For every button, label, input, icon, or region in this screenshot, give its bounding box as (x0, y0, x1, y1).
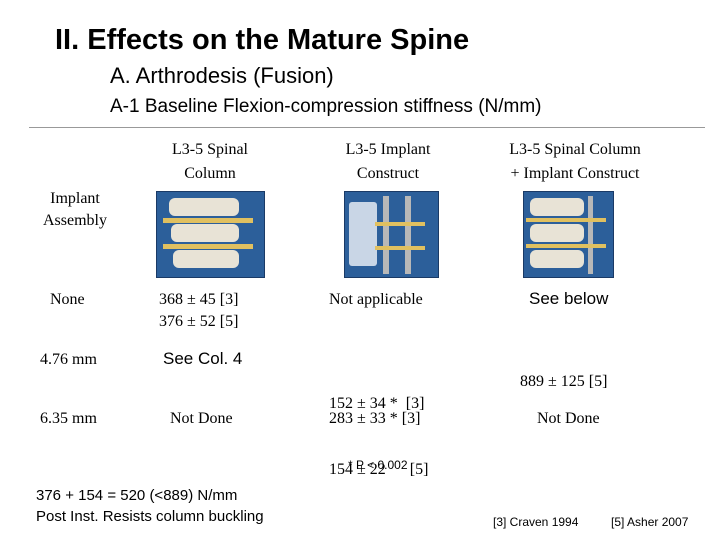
cell-476-implant-line2: 154 ± 22 [5] (329, 461, 429, 478)
reference-asher: [5] Asher 2007 (611, 515, 689, 529)
cell-none-spinal: 368 ± 45 [3] 376 ± 52 [5] (159, 289, 238, 333)
column-header-implant: L3-5 Implant Construct (318, 138, 458, 186)
column-header-combined-line1: L3-5 Spinal Column (509, 141, 641, 158)
row-header-label-line1: Implant (50, 190, 100, 207)
column-header-combined: L3-5 Spinal Column + Implant Construct (480, 138, 670, 186)
subtitle-a1: A-1 Baseline Flexion-compression stiffne… (110, 96, 542, 117)
summary-line-2: Post Inst. Resists column buckling (36, 508, 264, 525)
cell-476-implant: 152 ± 34 * [3] 154 ± 22 [5] (329, 349, 428, 503)
row-label-635: 6.35 mm (40, 410, 97, 427)
row-header-label-line2: Assembly (43, 212, 107, 229)
summary-line-1: 376 + 154 = 520 (<889) N/mm (36, 487, 238, 504)
column-header-combined-line2: + Implant Construct (510, 165, 640, 182)
implant-construct-image (344, 191, 439, 278)
column-header-implant-line2: Construct (356, 165, 420, 182)
reference-craven: [3] Craven 1994 (493, 515, 579, 529)
cell-476-implant-line1: 152 ± 34 * [3] (329, 395, 425, 412)
cell-none-implant: Not applicable (329, 291, 423, 308)
column-header-spinal-line2: Column (184, 165, 236, 182)
column-header-spinal-line1: L3-5 Spinal (172, 141, 248, 158)
cell-635-spinal: Not Done (170, 410, 233, 427)
cell-none-combined: See below (529, 289, 609, 308)
column-header-implant-line1: L3-5 Implant (345, 141, 431, 158)
row-header-label: Implant Assembly (35, 188, 115, 232)
cell-635-combined: Not Done (537, 410, 600, 427)
row-label-476: 4.76 mm (40, 351, 97, 368)
cell-635-implant: 283 ± 33 * [3] (329, 410, 421, 427)
table-top-rule (29, 127, 705, 128)
spinal-column-implant-image (523, 191, 614, 278)
cell-none-spinal-line2: 376 ± 52 [5] (159, 313, 239, 330)
row-label-none: None (50, 291, 85, 308)
significance-footnote: * P < 0.002 (348, 458, 408, 472)
cell-476-spinal: See Col. 4 (163, 349, 243, 368)
spinal-column-image (156, 191, 265, 278)
cell-476-combined: 889 ± 125 [5] (520, 373, 608, 390)
cell-none-spinal-line1: 368 ± 45 [3] (159, 291, 239, 308)
column-header-spinal: L3-5 Spinal Column (145, 138, 275, 186)
page-title: II. Effects on the Mature Spine (55, 24, 470, 56)
subtitle-a: A. Arthrodesis (Fusion) (110, 63, 334, 88)
